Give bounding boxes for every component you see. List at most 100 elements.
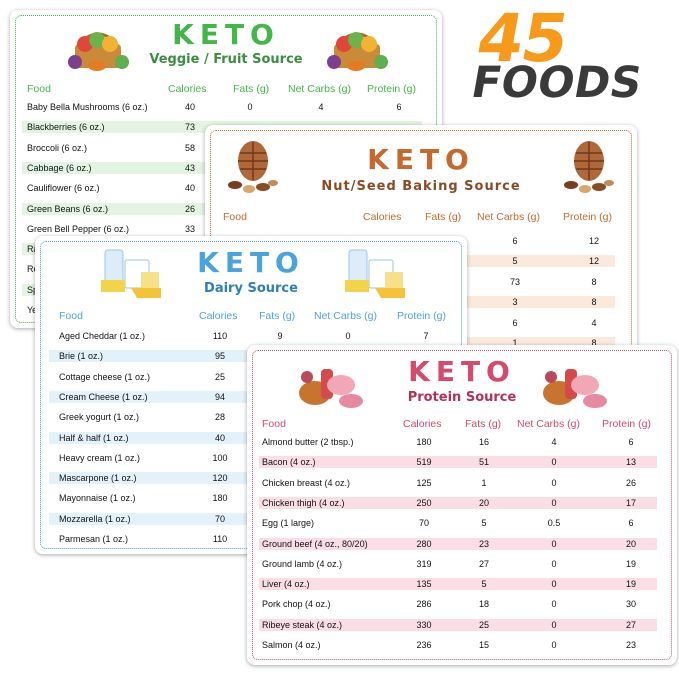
promo-label: FOODS (467, 58, 646, 108)
protein-table-row: Egg (1 large) 70 5 0.5 6 (247, 515, 677, 532)
protein-table-row: Salmon (4 oz.) 236 15 0 23 (247, 637, 677, 654)
dairy-cell-cal: 95 (214, 351, 225, 362)
protein-row-stripe (259, 537, 657, 550)
protein-cell-protein: 6 (628, 437, 634, 447)
veggie-cell-food: Baby Bella Mushrooms (6 oz.) (27, 102, 148, 112)
nut-cell-protein: 12 (588, 256, 599, 267)
protein-card: KETO Protein Source Food Calories Fats (g)… (247, 345, 677, 665)
protein-cell-food: Liver (4 oz.) (262, 579, 310, 590)
protein-cell-fat: 5 (481, 579, 487, 590)
protein-table-row: Chicken thigh (4 oz.) 250 20 0 17 (247, 495, 677, 512)
dairy-products-icon-left (97, 244, 167, 305)
veggie-header-0: Food (27, 83, 51, 95)
dairy-cell-food: Greek yogurt (1 oz.) (59, 412, 140, 423)
nut-header-2: Fats (g) (425, 211, 462, 223)
nut-cell-carbs: 73 (509, 276, 520, 287)
protein-cell-carbs: 0 (551, 477, 557, 488)
dairy-header-0: Food (59, 310, 83, 322)
nut-cell-protein: 8 (591, 297, 597, 308)
protein-cell-cal: 180 (416, 437, 432, 447)
dairy-table-row: Heavy cream (1 oz.) 100 (35, 450, 467, 467)
dairy-table-row: Mozzarella (1 oz.) 70 (35, 511, 467, 528)
protein-cell-fat: 27 (478, 558, 489, 569)
veggie-cell-cal: 40 (184, 183, 195, 194)
veggie-table-row: Ror (10, 261, 442, 278)
dairy-cell-food: Aged Cheddar (1 oz.) (59, 331, 146, 341)
protein-cell-protein: 27 (625, 619, 636, 630)
veggie-cell-food: Yel (27, 305, 40, 315)
dairy-table-row: Parmesan (1 oz.) 110 (35, 531, 467, 548)
veggie-cell-fat: 0 (247, 102, 253, 112)
veggie-table-row: Yel (10, 302, 442, 319)
protein-table-row: Ground beef (4 oz., 80/20) 280 23 0 20 (247, 536, 677, 553)
protein-table-row: Almond butter (2 tbsp.) 180 16 4 6 (247, 434, 677, 451)
protein-cell-cal: 135 (416, 579, 432, 590)
protein-table-row: Chicken breast (4 oz.) 125 1 0 26 (247, 475, 677, 492)
dairy-table-row: Half & half (1 oz.) 40 (35, 430, 467, 447)
dairy-cell-food: Half & half (1 oz.) (59, 432, 129, 443)
protein-cell-fat: 16 (478, 437, 489, 447)
protein-cell-protein: 19 (625, 558, 636, 569)
veggie-header-4: Protein (g) (367, 83, 417, 95)
protein-cell-fat: 18 (478, 599, 489, 610)
protein-header-0: Food (262, 418, 286, 430)
nut-table-row: 6 12 (205, 233, 637, 250)
protein-cell-carbs: 0 (551, 599, 557, 610)
nut-header-3: Net Carbs (g) (477, 211, 541, 223)
protein-cell-cal: 236 (416, 640, 432, 650)
protein-cell-fat: 51 (478, 457, 489, 468)
veggie-cell-cal: 33 (184, 223, 195, 234)
veggie-cell-food: Broccoli (6 oz.) (27, 142, 88, 153)
protein-cell-protein: 13 (625, 457, 636, 468)
protein-cell-fat: 20 (478, 497, 489, 508)
veggie-basket-icon-left (67, 22, 129, 77)
dairy-row-stripe (49, 512, 289, 525)
protein-cell-cal: 319 (416, 558, 432, 569)
dairy-table-row: Cream Cheese (1 oz.) 94 (35, 389, 467, 406)
dairy-cell-food: Mayonnaise (1 oz.) (59, 493, 136, 504)
nut-header-1: Calories (363, 211, 402, 223)
dairy-title: KETO (197, 246, 305, 279)
protein-cell-fat: 23 (478, 538, 489, 549)
protein-cell-carbs: 4 (551, 437, 557, 447)
protein-cell-food: Salmon (4 oz.) (262, 640, 321, 650)
veggie-header-3: Net Carbs (g) (288, 83, 352, 95)
protein-cell-food: Egg (1 large) (262, 518, 315, 529)
dairy-header-3: Net Carbs (g) (314, 310, 378, 322)
nut-cell-carbs: 3 (512, 297, 518, 308)
veggie-table-row: Cauliflower (6 oz.) 40 (10, 180, 442, 197)
veggie-cell-food: Green Beans (6 oz.) (27, 203, 109, 214)
protein-cell-food: Ribeye steak (4 oz.) (262, 619, 343, 630)
dairy-header-1: Calories (199, 310, 238, 322)
veggie-cell-cal: 43 (184, 162, 195, 173)
veggie-header-2: Fats (g) (233, 83, 270, 95)
dairy-table-row: Greek yogurt (1 oz.) 28 (35, 409, 467, 426)
veggie-cell-food: Spi (27, 284, 41, 295)
dairy-cell-cal: 110 (212, 331, 228, 341)
protein-cell-protein: 17 (625, 497, 636, 508)
protein-cell-cal: 250 (416, 497, 432, 508)
dairy-cell-cal: 25 (214, 371, 225, 382)
protein-subtitle: Protein Source (407, 390, 517, 405)
dairy-cell-food: Mozzarella (1 oz.) (59, 513, 131, 524)
dairy-cell-food: Mascarpone (1 oz.) (59, 473, 137, 484)
dairy-cell-cal: 110 (212, 534, 228, 544)
meat-icon-left (295, 355, 367, 418)
nut-cell-protein: 4 (591, 317, 597, 328)
protein-cell-food: Almond butter (2 tbsp.) (262, 437, 354, 447)
protein-cell-cal: 280 (416, 538, 432, 549)
protein-cell-carbs: 0 (551, 579, 557, 590)
protein-cell-cal: 519 (416, 457, 432, 468)
veggie-cell-food: Cabbage (6 oz.) (27, 162, 92, 173)
nut-title: KETO (367, 143, 475, 176)
protein-cell-carbs: 0.5 (547, 518, 561, 529)
veggie-title: KETO (172, 18, 280, 51)
protein-cell-protein: 19 (625, 579, 636, 590)
protein-title: KETO (408, 355, 516, 388)
meat-icon-right (539, 355, 611, 418)
protein-cell-fat: 25 (478, 619, 489, 630)
protein-table-row: Liver (4 oz.) 135 5 0 19 (247, 576, 677, 593)
nut-header-4: Protein (g) (563, 211, 613, 223)
protein-header-4: Protein (g) (602, 418, 652, 430)
dairy-cell-food: Cottage cheese (1 oz.) (59, 371, 151, 382)
